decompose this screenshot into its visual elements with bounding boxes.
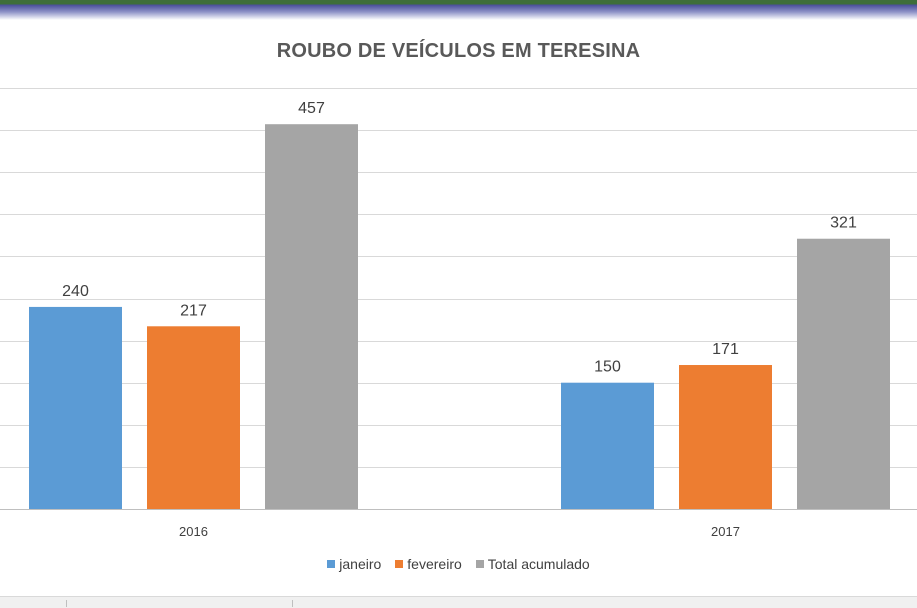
top-decorative-band xyxy=(0,0,917,20)
bottom-strip xyxy=(0,596,917,608)
bottom-divider xyxy=(292,600,293,607)
data-label: 150 xyxy=(594,359,621,376)
bottom-divider xyxy=(66,600,67,607)
bar-janeiro-2016 xyxy=(29,306,122,509)
bar-janeiro-2017 xyxy=(561,382,654,509)
legend-label-total-acumulado: Total acumulado xyxy=(487,556,590,572)
bar-total-acumulado-2017 xyxy=(797,238,890,509)
chart-title: ROUBO DE VEÍCULOS EM TERESINA xyxy=(276,40,641,62)
legend: janeiro fevereiro Total acumulado xyxy=(0,556,917,572)
data-label: 240 xyxy=(62,283,89,300)
legend-swatch-total-acumulado xyxy=(475,560,484,568)
bars xyxy=(29,124,890,510)
bar-total-acumulado-2016 xyxy=(265,124,358,510)
legend-swatch-fevereiro xyxy=(395,560,404,568)
gridlines xyxy=(0,88,917,510)
legend-label-janeiro: janeiro xyxy=(339,556,382,572)
bar-fevereiro-2016 xyxy=(147,326,240,509)
data-labels: 240 217 457 150 171 321 xyxy=(62,100,857,375)
legend-item-total-acumulado: Total acumulado xyxy=(475,556,590,572)
bar-fevereiro-2017 xyxy=(679,365,772,509)
data-label: 457 xyxy=(298,100,325,117)
legend-item-fevereiro: fevereiro xyxy=(395,556,462,572)
category-label: 2016 xyxy=(179,524,208,539)
legend-swatch-janeiro xyxy=(327,560,336,568)
category-labels: 2016 2017 xyxy=(179,524,740,539)
data-label: 217 xyxy=(180,302,207,319)
data-label: 321 xyxy=(830,215,857,232)
legend-item-janeiro: janeiro xyxy=(327,556,381,572)
data-label: 171 xyxy=(712,341,739,358)
category-label: 2017 xyxy=(711,524,740,539)
legend-label-fevereiro: fevereiro xyxy=(407,556,462,572)
